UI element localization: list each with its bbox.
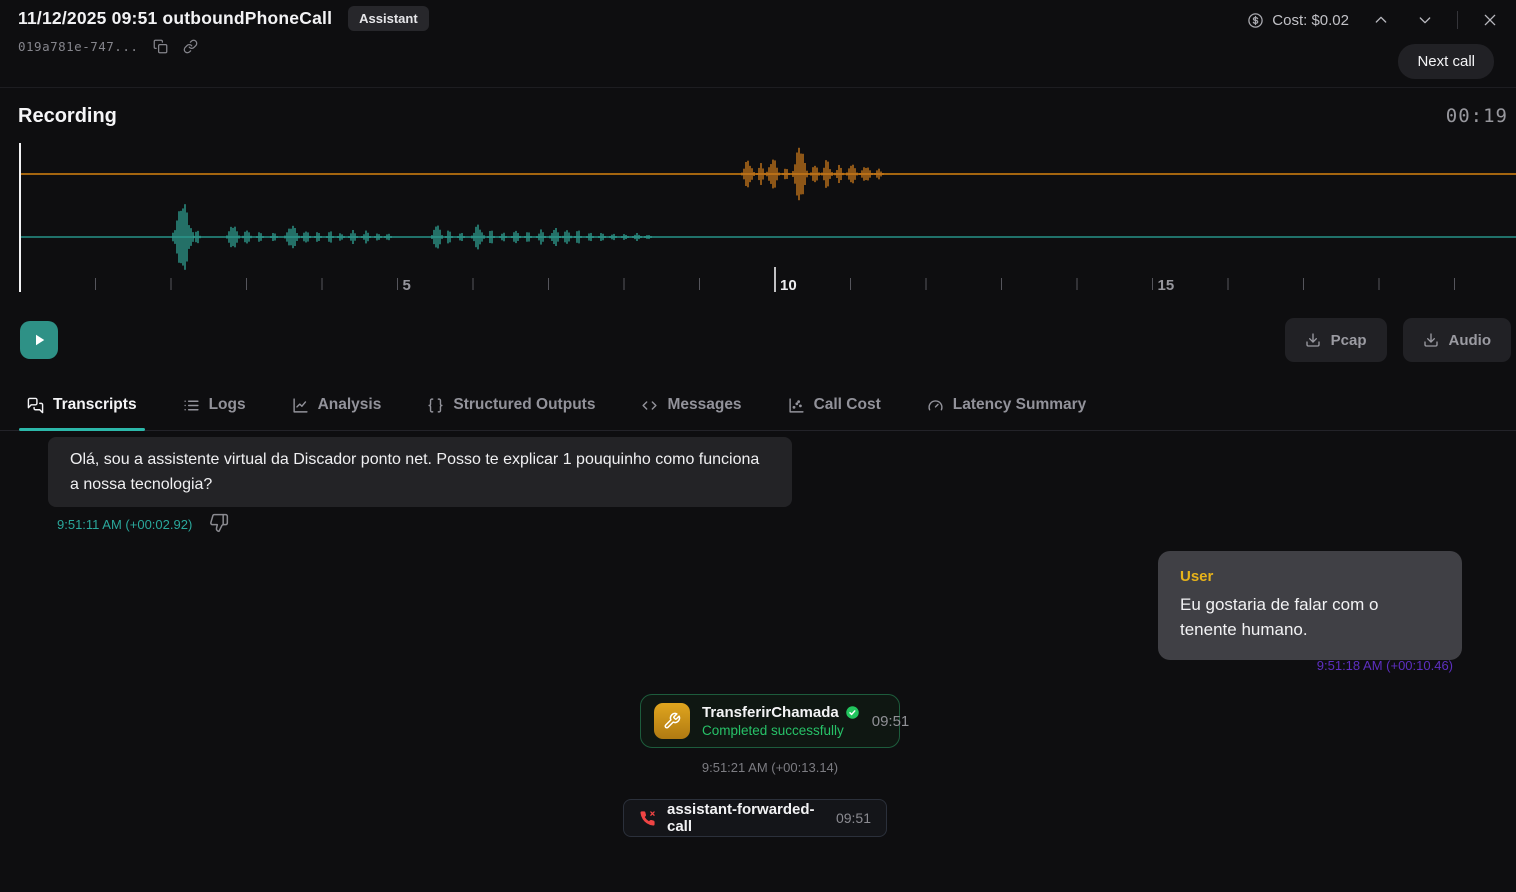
tool-call-timestamp: 9:51:21 AM (+00:13.14) — [701, 760, 839, 775]
tab-analysis[interactable]: Analysis — [292, 380, 382, 430]
next-call-chevron-button[interactable] — [1413, 8, 1437, 32]
wrench-icon — [664, 712, 681, 729]
svg-text:10: 10 — [780, 277, 797, 294]
tab-logs[interactable]: Logs — [183, 380, 246, 430]
user-message-text: Eu gostaria de falar com o tenente human… — [1180, 595, 1379, 639]
transcript-panel: Olá, sou a assistente virtual da Discado… — [0, 431, 1516, 891]
close-button[interactable] — [1478, 8, 1502, 32]
tab-label: Structured Outputs — [453, 396, 596, 413]
download-pcap-button[interactable]: Pcap — [1284, 318, 1387, 362]
forwarded-call-label: assistant-forwarded-call — [667, 801, 815, 835]
line-chart-icon — [293, 397, 308, 413]
phone-x-icon — [640, 810, 655, 826]
pcap-label: Pcap — [1330, 331, 1367, 349]
cost-label: Cost: $0.02 — [1272, 11, 1349, 29]
tab-label: Analysis — [317, 396, 382, 413]
recording-section: Recording 00:19 5 10 15 Pcap Audio — [0, 101, 1516, 362]
assistant-message-timestamp: 9:51:11 AM (+00:02.92) — [57, 516, 193, 532]
call-cost: Cost: $0.02 — [1247, 12, 1349, 29]
divider — [1457, 11, 1458, 29]
tab-label: Latency Summary — [952, 396, 1087, 413]
user-role-label: User — [1180, 568, 1214, 585]
check-circle-icon — [845, 706, 859, 719]
svg-text:5: 5 — [403, 277, 411, 294]
tool-call-time: 09:51 — [871, 712, 910, 730]
list-icon — [183, 400, 199, 410]
play-button[interactable] — [20, 321, 58, 359]
tab-label: Transcripts — [53, 396, 137, 413]
link-icon[interactable] — [183, 39, 198, 54]
assistant-message-bubble: Olá, sou a assistente virtual da Discado… — [48, 437, 792, 507]
wrench-icon-badge — [654, 703, 690, 739]
svg-text:15: 15 — [1158, 277, 1175, 294]
page-title: 11/12/2025 09:51 outboundPhoneCall — [18, 8, 333, 28]
braces-icon — [428, 397, 443, 413]
tab-label: Messages — [667, 396, 742, 413]
thumbs-down-icon — [210, 513, 229, 533]
code-icon — [642, 400, 658, 410]
close-icon — [1484, 14, 1496, 26]
tab-structured-outputs[interactable]: Structured Outputs — [427, 380, 595, 430]
audio-label: Audio — [1448, 331, 1492, 349]
copy-icon[interactable] — [153, 39, 168, 54]
thumbs-down-button[interactable] — [208, 513, 230, 535]
tab-label: Call Cost — [813, 396, 881, 413]
previous-call-button[interactable] — [1369, 8, 1393, 32]
gauge-icon — [928, 399, 943, 410]
chevron-down-icon — [1419, 17, 1431, 24]
user-message-timestamp: 9:51:18 AM (+00:10.46) — [1316, 658, 1453, 673]
user-message-bubble: User Eu gostaria de falar com o tenente … — [1158, 551, 1462, 660]
recording-duration: 00:19 — [1445, 105, 1508, 127]
tab-bar: Transcripts Logs Analysis Structured Out… — [0, 380, 1516, 431]
download-audio-button[interactable]: Audio — [1402, 318, 1511, 362]
forwarded-call-card[interactable]: assistant-forwarded-call 09:51 — [623, 799, 887, 837]
tab-messages[interactable]: Messages — [641, 380, 742, 430]
tool-call-status: Completed successfully — [702, 723, 844, 738]
recording-title: Recording — [18, 104, 117, 127]
call-id[interactable]: 019a781e-747... — [18, 39, 139, 54]
scatter-chart-icon — [788, 397, 804, 413]
waveform[interactable]: 5 10 15 — [0, 140, 1516, 300]
download-icon — [1423, 333, 1438, 347]
tab-label: Logs — [208, 396, 246, 413]
play-icon — [36, 334, 45, 346]
forwarded-call-time: 09:51 — [835, 810, 871, 826]
tool-call-card[interactable]: TransferirChamada Completed successfully… — [640, 694, 909, 748]
next-call-button[interactable]: Next call — [1398, 44, 1494, 79]
assistant-message-text: Olá, sou a assistente virtual da Discado… — [70, 451, 760, 493]
tab-call-cost[interactable]: Call Cost — [788, 380, 881, 430]
tool-call-name: TransferirChamada — [702, 704, 839, 721]
download-icon — [1305, 333, 1320, 347]
assistant-badge[interactable]: Assistant — [348, 6, 429, 31]
chat-icon — [27, 397, 44, 413]
tab-latency-summary[interactable]: Latency Summary — [927, 380, 1087, 430]
dollar-circle-icon — [1248, 12, 1264, 28]
chevron-up-icon — [1375, 16, 1387, 23]
header: 11/12/2025 09:51 outboundPhoneCall Assis… — [0, 0, 1516, 88]
tab-transcripts[interactable]: Transcripts — [19, 380, 145, 431]
